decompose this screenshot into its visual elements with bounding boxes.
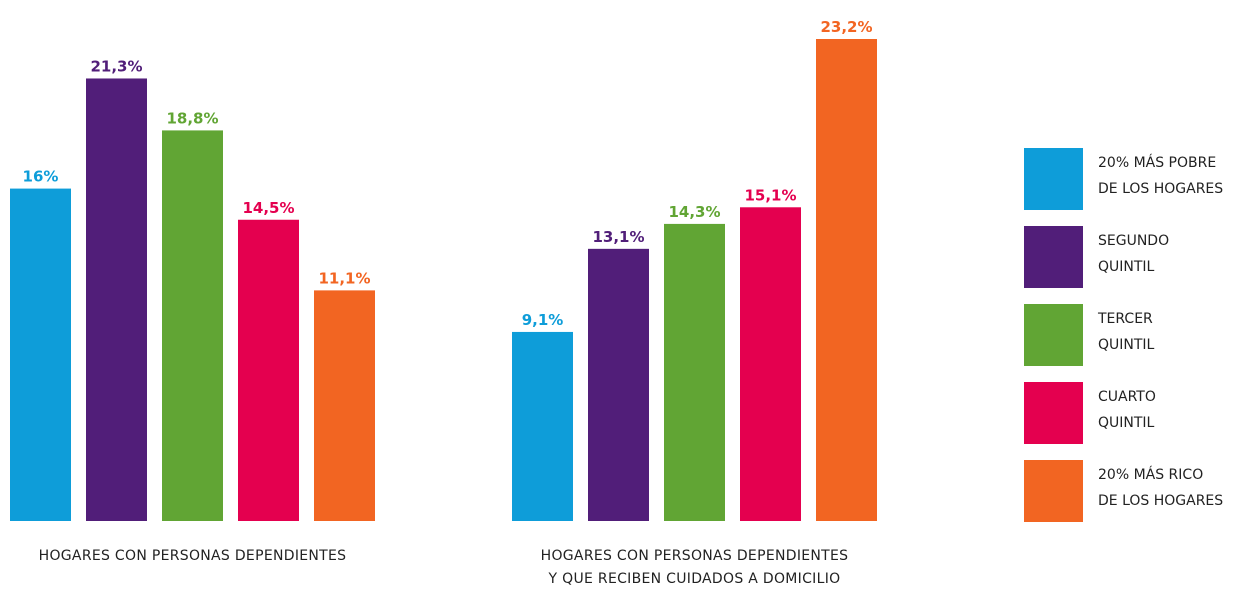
legend-swatch-q5 bbox=[1024, 460, 1083, 522]
legend-item-q2: SEGUNDO QUINTIL bbox=[1024, 226, 1247, 288]
bar-value-label: 14,5% bbox=[242, 199, 294, 217]
bar-q2 bbox=[86, 78, 147, 522]
legend-label-q3: TERCER QUINTIL bbox=[1098, 311, 1155, 353]
legend-label-q4: CUARTO QUINTIL bbox=[1098, 389, 1156, 431]
bar-value-label: 13,1% bbox=[592, 228, 644, 246]
bar-q1 bbox=[512, 331, 573, 521]
bar-group-2: 9,1% 13,1% 14,3% 15,1% 23,2% HOGARES CON PERS… bbox=[512, 18, 877, 587]
bar-q1 bbox=[10, 188, 71, 521]
legend-item-q5: 20% MÁS RICO DE LOS HOGARES bbox=[1024, 460, 1247, 522]
bar-value-label: 21,3% bbox=[90, 57, 142, 75]
bar-q5 bbox=[816, 39, 877, 521]
legend-label-q5: 20% MÁS RICO DE LOS HOGARES bbox=[1098, 467, 1224, 509]
legend-swatch-q3 bbox=[1024, 304, 1083, 366]
legend-swatch-q2 bbox=[1024, 226, 1083, 288]
legend-label-q1: 20% MÁS POBRE DE LOS HOGARES bbox=[1098, 155, 1224, 197]
bar-group-1: 16% 21,3% 18,8% 14,5% 11,1% HOGARES CON PERSO… bbox=[10, 57, 375, 564]
bar-q3 bbox=[664, 223, 725, 522]
legend-label-q2: SEGUNDO QUINTIL bbox=[1098, 233, 1170, 275]
bar-value-label: 14,3% bbox=[668, 203, 720, 221]
legend-item-q3: TERCER QUINTIL bbox=[1024, 304, 1247, 366]
legend: 20% MÁS POBRE DE LOS HOGARES SEGUNDO QUI… bbox=[1024, 148, 1247, 538]
bar-q4 bbox=[238, 219, 299, 521]
bar-value-label: 16% bbox=[23, 168, 59, 186]
legend-item-q1: 20% MÁS POBRE DE LOS HOGARES bbox=[1024, 148, 1247, 210]
bar-q5 bbox=[314, 290, 375, 521]
bar-q2 bbox=[588, 248, 649, 521]
legend-swatch-q4 bbox=[1024, 382, 1083, 444]
bar-value-label: 11,1% bbox=[318, 269, 370, 287]
bar-q4 bbox=[740, 207, 801, 521]
group-label: HOGARES CON PERSONAS DEPENDIENTES bbox=[39, 548, 347, 564]
bar-value-label: 9,1% bbox=[522, 311, 564, 329]
legend-item-q4: CUARTO QUINTIL bbox=[1024, 382, 1247, 444]
legend-swatch-q1 bbox=[1024, 148, 1083, 210]
group-label: Y QUE RECIBEN CUIDADOS A DOMICILIO bbox=[548, 571, 841, 587]
bar-value-label: 18,8% bbox=[166, 109, 218, 127]
group-label: HOGARES CON PERSONAS DEPENDIENTES bbox=[541, 548, 849, 564]
bar-value-label: 23,2% bbox=[820, 18, 872, 36]
bar-chart: 16% 21,3% 18,8% 14,5% 11,1% HOGARES CON PERSO… bbox=[10, 18, 877, 587]
bar-value-label: 15,1% bbox=[744, 186, 796, 204]
bar-q3 bbox=[162, 130, 223, 521]
